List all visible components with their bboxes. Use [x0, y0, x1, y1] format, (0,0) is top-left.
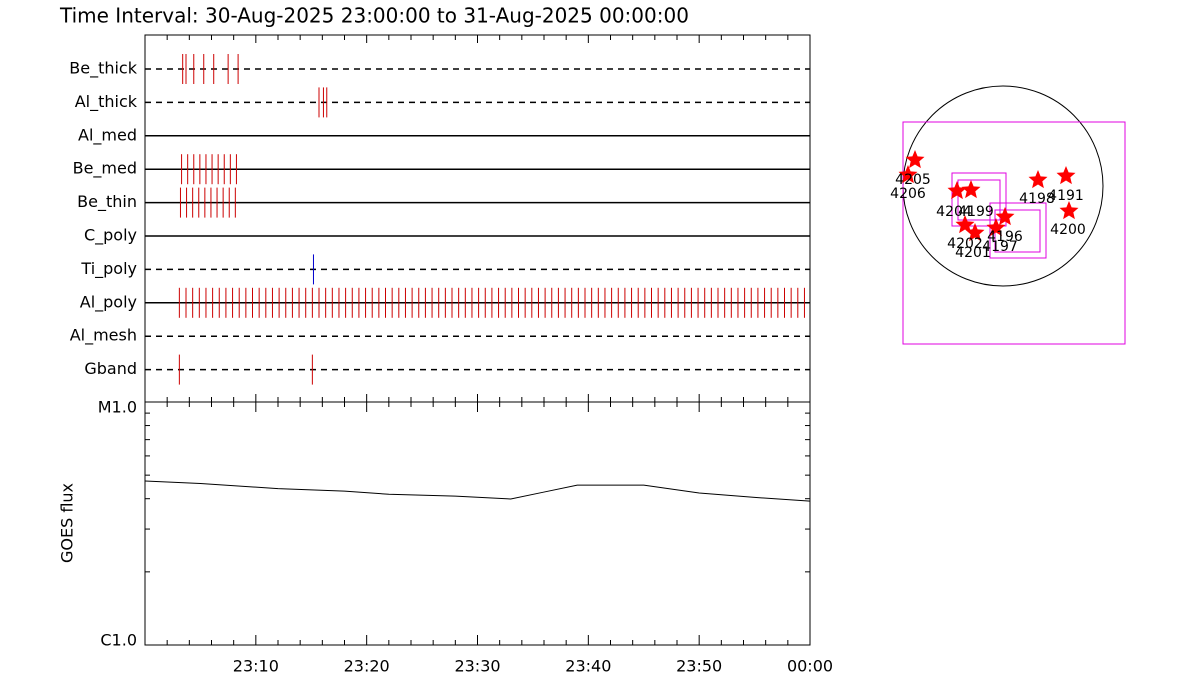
row-label: C_poly	[84, 226, 137, 246]
region-star	[1028, 170, 1048, 189]
region-star	[986, 218, 1006, 237]
region-label: 4191	[1048, 188, 1084, 204]
x-tick-label: 23:50	[676, 657, 722, 676]
region-label: 4202	[947, 236, 983, 252]
row-label: Be_thick	[69, 59, 137, 79]
region-label: 4199	[958, 204, 994, 220]
timeline-frame	[144, 34, 811, 403]
region-star	[1059, 201, 1079, 220]
region-label: 4198	[1019, 191, 1055, 207]
region-star	[995, 207, 1015, 226]
row-label: Gband	[84, 359, 137, 378]
region-star	[955, 215, 975, 234]
fov-box	[902, 121, 1126, 345]
fov-box	[951, 172, 1007, 227]
region-label: 4196	[987, 229, 1023, 245]
region-label: 4205	[895, 172, 931, 188]
region-star	[898, 165, 918, 184]
row-label: Be_thin	[77, 192, 137, 212]
fov-box	[989, 202, 1047, 259]
row-label: Al_med	[78, 125, 137, 145]
y-axis-label: GOES flux	[58, 483, 77, 563]
region-star	[905, 150, 925, 169]
region-label: 4201	[955, 245, 991, 261]
row-label: Al_thick	[75, 92, 138, 112]
goes-line	[144, 480, 811, 502]
region-star	[947, 181, 967, 200]
row-label: Al_poly	[80, 292, 137, 312]
region-star	[1056, 166, 1076, 185]
y-tick-label: M1.0	[98, 398, 137, 417]
x-tick-label: 00:00	[787, 657, 833, 676]
x-tick-label: 23:10	[233, 657, 279, 676]
region-label: 4206	[890, 186, 926, 202]
region-star	[961, 180, 981, 199]
goes-frame	[144, 401, 811, 646]
y-tick-label: C1.0	[100, 631, 137, 650]
row-label: Be_med	[73, 159, 137, 179]
solar-disk	[902, 85, 1104, 287]
fov-box	[957, 179, 1001, 221]
region-label: 4204	[936, 204, 972, 220]
chart-title: Time Interval: 30-Aug-2025 23:00:00 to 3…	[59, 4, 689, 28]
x-tick-label: 23:20	[344, 657, 390, 676]
region-label: 4197	[982, 239, 1018, 255]
x-tick-label: 23:30	[454, 657, 500, 676]
row-label: Ti_poly	[80, 259, 137, 279]
region-label: 4200	[1050, 222, 1086, 238]
row-label: Al_mesh	[70, 326, 137, 346]
region-star	[965, 223, 985, 242]
x-tick-label: 23:40	[565, 657, 611, 676]
